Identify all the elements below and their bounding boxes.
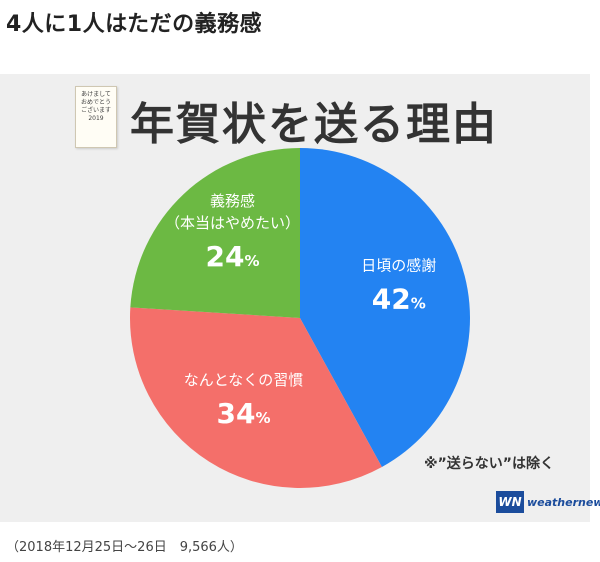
chart-note: ※”送らない”は除く bbox=[424, 456, 555, 472]
slice-label-group: なんとなくの習慣 34% bbox=[184, 371, 304, 430]
percent-unit: % bbox=[255, 409, 270, 427]
slice-percent: 34% bbox=[217, 397, 271, 430]
pie-slice bbox=[129, 307, 382, 489]
logo-mark-icon: WN bbox=[496, 491, 524, 513]
chart-title: 年賀状を送る理由 bbox=[130, 99, 498, 150]
slice-sublabel: （本当はやめたい） bbox=[165, 214, 300, 232]
logo-text: weathernews bbox=[527, 495, 600, 509]
slice-label: 義務感 bbox=[210, 192, 255, 210]
new-year-card-text: あけまして おめでとう ございます 2019 bbox=[76, 91, 116, 123]
pie-slice bbox=[130, 148, 300, 318]
infographic-card: あけまして おめでとう ございます 2019 年賀状を送る理由 日頃の感謝 42%… bbox=[0, 74, 600, 522]
page-heading: 4人に1人はただの義務感 bbox=[6, 12, 263, 37]
new-year-card-icon: あけまして おめでとう ございます 2019 bbox=[75, 86, 117, 148]
slice-percent: 42% bbox=[372, 283, 426, 316]
slice-label: なんとなくの習慣 bbox=[184, 371, 304, 389]
slice-label: 日頃の感謝 bbox=[361, 257, 436, 275]
survey-caption: （2018年12月25日〜26日 9,566人） bbox=[6, 540, 243, 555]
slice-label-group: 日頃の感謝 42% bbox=[361, 257, 436, 316]
new-year-card-line: 2019 bbox=[88, 115, 104, 122]
pie-slice bbox=[300, 148, 471, 467]
percent-unit: % bbox=[411, 295, 426, 313]
percent-unit: % bbox=[244, 252, 259, 270]
new-year-card-line: おめでとう bbox=[80, 99, 111, 106]
new-year-card-line: あけまして bbox=[81, 91, 111, 98]
weathernews-logo: WN weathernews bbox=[496, 490, 600, 514]
slice-label-group: 義務感（本当はやめたい）24% bbox=[165, 192, 300, 273]
new-year-card-line: ございます bbox=[80, 107, 111, 114]
